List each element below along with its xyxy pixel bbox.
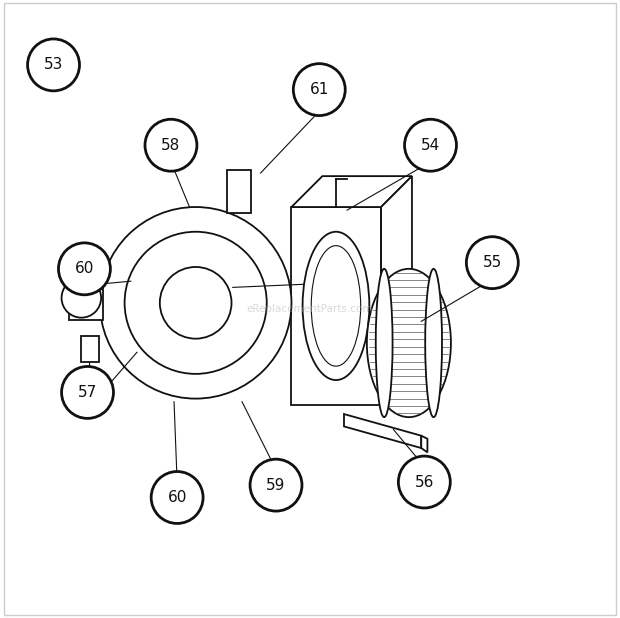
Bar xyxy=(69,284,103,320)
Circle shape xyxy=(293,64,345,116)
Circle shape xyxy=(27,39,79,91)
Circle shape xyxy=(61,366,113,418)
Polygon shape xyxy=(291,207,381,405)
Circle shape xyxy=(145,119,197,171)
Text: eReplacementParts.com: eReplacementParts.com xyxy=(247,304,373,314)
Text: 54: 54 xyxy=(421,138,440,153)
Circle shape xyxy=(250,459,302,511)
Polygon shape xyxy=(291,176,412,207)
Text: 60: 60 xyxy=(75,261,94,276)
Circle shape xyxy=(160,267,231,339)
Polygon shape xyxy=(421,436,427,452)
Text: 59: 59 xyxy=(267,478,286,493)
Polygon shape xyxy=(344,414,421,448)
Circle shape xyxy=(58,243,110,295)
Circle shape xyxy=(405,119,456,171)
Text: 61: 61 xyxy=(309,82,329,97)
Polygon shape xyxy=(381,176,412,405)
Bar xyxy=(81,336,99,362)
Circle shape xyxy=(399,456,450,508)
Circle shape xyxy=(61,278,101,318)
Ellipse shape xyxy=(376,269,392,417)
Circle shape xyxy=(125,232,267,374)
Text: 53: 53 xyxy=(44,57,63,72)
Circle shape xyxy=(100,207,291,399)
Text: 57: 57 xyxy=(78,385,97,400)
Ellipse shape xyxy=(303,232,370,380)
Circle shape xyxy=(151,472,203,523)
Ellipse shape xyxy=(425,269,442,417)
Polygon shape xyxy=(226,170,251,213)
Text: 56: 56 xyxy=(415,475,434,489)
Ellipse shape xyxy=(311,246,361,366)
Text: 60: 60 xyxy=(167,490,187,505)
Circle shape xyxy=(466,237,518,289)
Ellipse shape xyxy=(367,269,451,417)
Text: 58: 58 xyxy=(161,138,180,153)
Text: 55: 55 xyxy=(483,255,502,270)
